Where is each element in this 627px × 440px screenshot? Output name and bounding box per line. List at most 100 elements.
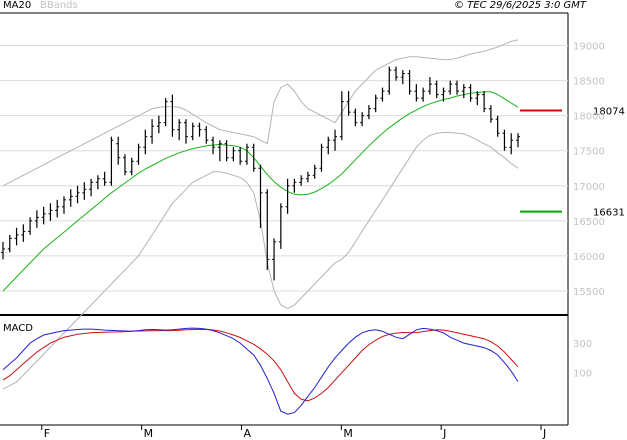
ohlc-bar [427,77,432,95]
price-tick-label: 18000 [573,112,605,123]
ohlc-bars [1,66,520,281]
ohlc-bar [292,178,297,193]
ohlc-bar [102,171,107,186]
x-tick-label: M [343,427,353,440]
ohlc-bar [129,157,134,176]
ohlc-bar [495,115,500,137]
macd-line [2,327,519,415]
ohlc-bar [305,171,310,183]
ohlc-bar [346,91,351,116]
ohlc-bar [475,91,480,106]
bollinger-upper-band [2,39,519,187]
grid-layer [0,45,568,292]
macd-signal-line [2,328,519,402]
ohlc-bar [468,84,473,102]
price-tick-label: 16500 [573,217,605,228]
ohlc-bar [319,143,324,172]
ohlc-bar [89,178,94,197]
ohlc-bar [407,70,412,95]
ohlc-bar [14,227,19,246]
x-tick-label: A [243,427,251,440]
indicator-bbands-label: BBands [40,0,78,11]
ohlc-bar [244,143,249,165]
ohlc-bar [163,98,168,127]
price-levels: 18074 16631 [520,106,625,219]
ohlc-bar [224,140,229,162]
ohlc-bar [441,87,446,102]
ohlc-bar [400,70,405,85]
ohlc-bar [190,122,195,141]
ohlc-bar [109,136,114,186]
ohlc-bar [116,136,121,165]
ohlc-bar [217,140,222,162]
ohlc-bar [339,91,344,141]
ohlc-bar [461,84,466,99]
price-tick-label: 17000 [573,182,605,193]
ohlc-bar [68,189,73,207]
ohlc-bar [183,119,188,144]
price-tick-label: 17500 [573,147,605,158]
x-tick-label: J [542,427,546,440]
macd-lines [2,327,519,415]
ohlc-bar [211,136,216,155]
ohlc-bar [82,182,87,200]
price-tick-label: 16000 [573,252,605,263]
ohlc-bar [122,154,127,176]
ohlc-bar [488,105,493,123]
ohlc-bar [150,119,155,144]
ohlc-bar [482,91,487,113]
ohlc-bar [360,112,365,127]
ohlc-bar [61,196,66,214]
ohlc-bar [299,175,304,186]
indicator-ma20-label: MA20 [3,0,31,11]
ohlc-bar [414,84,419,102]
ohlc-bar [136,143,141,165]
ohlc-bar [312,164,317,179]
price-tick-label: 15500 [573,287,605,298]
ohlc-bar [380,87,385,102]
ohlc-bar [333,129,338,151]
ohlc-bar [509,133,514,155]
ohlc-bar [28,217,33,235]
ohlc-bar [156,115,161,134]
ohlc-bar [95,175,100,190]
ohlc-bar [278,203,283,249]
ohlc-bar [204,126,209,144]
price-level-label: 16631 [593,208,625,219]
ohlc-bar [55,199,60,218]
ohlc-bar [7,234,12,253]
ohlc-bar [265,189,270,270]
ohlc-bar [516,133,520,148]
ohlc-bar [387,66,392,95]
copyright-label: © TEC 29/6/2025 3:0 GMT [454,0,587,11]
x-tick-label: F [44,427,50,440]
ohlc-bar [326,136,331,155]
ohlc-bar [143,129,148,155]
ohlc-bar [1,241,5,260]
ohlc-bar [251,143,256,172]
macd-panel-label: MACD [3,323,33,334]
ohlc-bar [170,94,175,137]
ohlc-bar [366,105,371,120]
ohlc-bar [41,206,46,225]
ohlc-bar [238,147,243,165]
price-tick-label: 18500 [573,77,605,88]
price-level-label: 18074 [593,106,625,117]
ohlc-bar [197,122,202,137]
ohlc-bar [448,80,453,95]
ohlc-bar [455,80,460,95]
ohlc-bar [48,203,53,221]
ohlc-bar [421,87,426,102]
macd-tick-label: 300 [573,339,592,350]
ohlc-bar [502,129,507,151]
ohlc-bar [285,178,290,214]
macd-tick-label: 100 [573,369,592,380]
ohlc-bar [394,66,399,81]
ohlc-bar [75,185,80,204]
ohlc-bar [177,119,182,141]
ohlc-bar [21,224,26,242]
ohlc-bar [353,108,358,127]
ohlc-bar [373,94,378,113]
